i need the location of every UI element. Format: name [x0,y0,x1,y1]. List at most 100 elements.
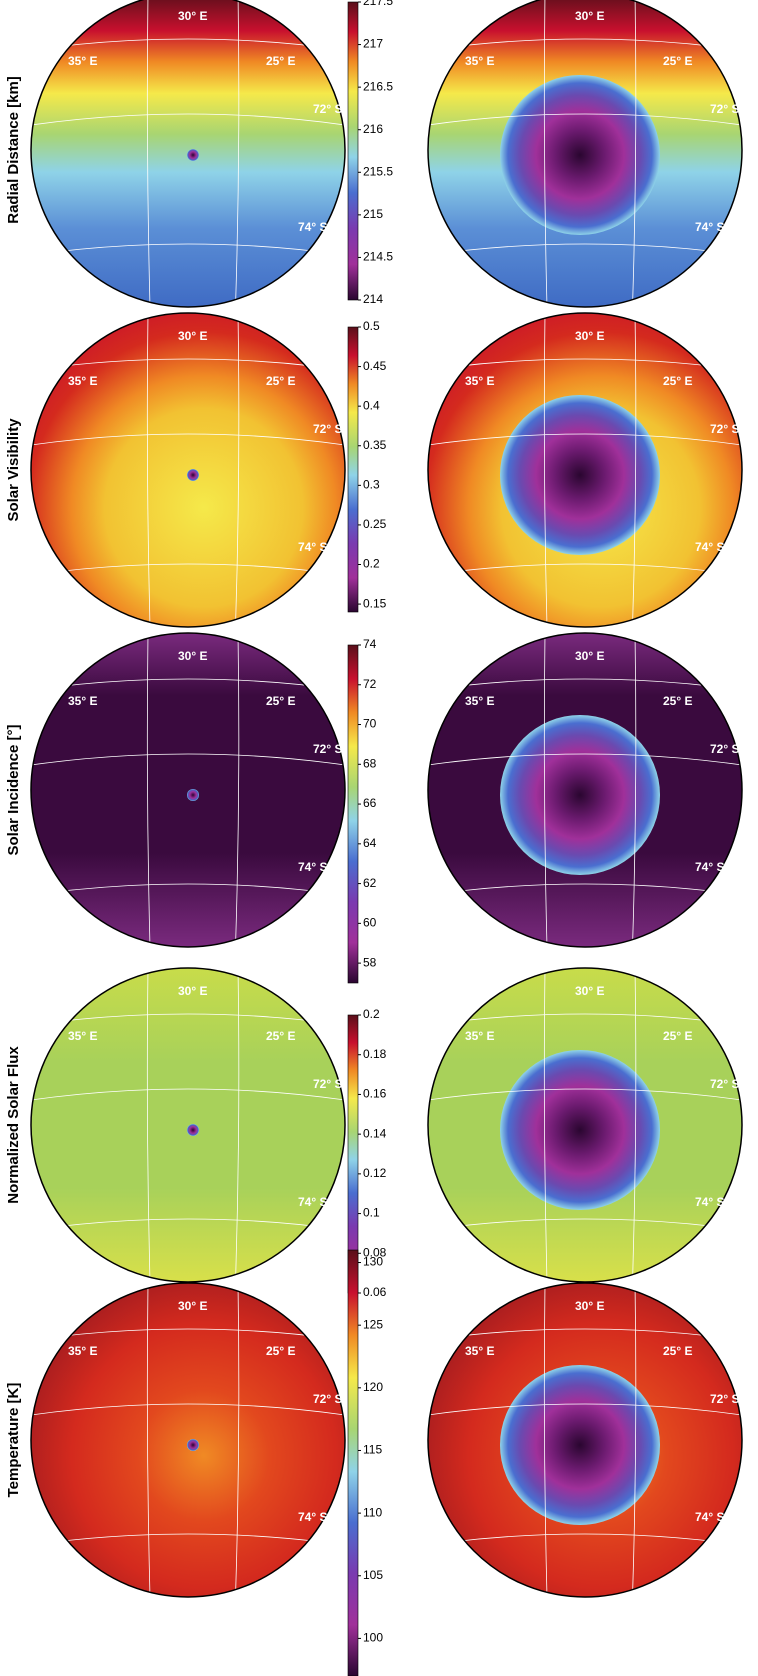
spot [187,1439,199,1451]
tick-label: 0.4 [363,398,380,412]
map-label: 30° E [575,1299,604,1313]
map-field [31,313,345,627]
tick-label: 0.45 [363,359,387,373]
map [428,968,742,1282]
map-label: 30° E [575,649,604,663]
row-label: Solar Incidence [°] [5,724,22,855]
tick-label: 68 [363,756,377,770]
tick-label: 217 [363,37,383,51]
figure: 30° E 35° E 25° E 72° S 74° S 30° E 35° E 25° E… [0,0,758,1676]
tick-label: 0.18 [363,1047,387,1061]
colorbar [348,645,358,983]
tick-label: 0.1 [363,1206,380,1220]
map-label: 30° E [178,984,207,998]
map-label: 30° E [178,9,207,23]
map [31,968,345,1282]
map-label: 72° S [313,422,342,436]
map-label: 30° E [575,984,604,998]
map-label: 35° E [465,694,494,708]
tick-label: 62 [363,876,377,890]
map-label: 25° E [266,1029,295,1043]
map [31,0,345,307]
map-label: 35° E [465,1029,494,1043]
tick-label: 120 [363,1380,383,1394]
tick-label: 115 [363,1443,382,1457]
tick-label: 0.14 [363,1126,387,1140]
spot [187,1124,199,1136]
spot [187,789,199,801]
map-label: 74° S [695,540,724,554]
map-label: 25° E [663,374,692,388]
map-label: 72° S [313,102,342,116]
tick-label: 216.5 [363,79,393,93]
map-label: 74° S [298,220,327,234]
tick-label: 70 [363,717,377,731]
map [428,0,742,307]
map-label: 74° S [298,1510,327,1524]
tick-label: 215 [363,207,383,221]
tick-label: 0.5 [363,319,380,333]
map-label: 74° S [298,860,327,874]
map-label: 74° S [298,540,327,554]
tick-label: 0.35 [363,438,387,452]
map-field [31,968,345,1282]
map-label: 30° E [575,329,604,343]
tick-label: 0.15 [363,596,387,610]
tick-label: 0.16 [363,1087,387,1101]
map-label: 72° S [710,102,739,116]
colorbar [348,327,358,612]
map-label: 72° S [313,742,342,756]
map-label: 74° S [298,1195,327,1209]
tick-label: 105 [363,1568,383,1582]
map-label: 25° E [266,374,295,388]
colorbar [348,1250,358,1676]
map-label: 30° E [575,9,604,23]
tick-label: 214.5 [363,250,393,264]
map [31,313,345,627]
map-label: 25° E [663,694,692,708]
tick-label: 215.5 [363,164,393,178]
tick-label: 0.12 [363,1166,387,1180]
row-label: Radial Distance [km] [5,76,22,224]
map-label: 25° E [266,1344,295,1358]
map-label: 35° E [68,374,97,388]
tick-label: 60 [363,916,377,930]
tick-label: 0.2 [363,1007,380,1021]
map-label: 74° S [695,1510,724,1524]
map-label: 72° S [710,1392,739,1406]
map-label: 35° E [68,1344,97,1358]
colorbar [348,2,358,300]
map-label: 25° E [266,694,295,708]
tick-label: 58 [363,955,377,969]
tick-label: 110 [363,1505,382,1519]
row-label: Temperature [K] [5,1383,22,1498]
map-label: 25° E [663,54,692,68]
tick-label: 130 [363,1255,383,1269]
tick-label: 66 [363,796,377,810]
map [428,633,742,947]
map-label: 30° E [178,649,207,663]
tick-label: 72 [363,677,377,691]
tick-label: 217.5 [363,0,393,8]
tick-label: 74 [363,637,377,651]
map-label: 72° S [313,1077,342,1091]
map-label: 35° E [465,54,494,68]
map-label: 25° E [266,54,295,68]
map-field [31,1283,345,1597]
spot [187,469,199,481]
tick-label: 125 [363,1317,383,1331]
map-label: 35° E [465,1344,494,1358]
map-label: 30° E [178,1299,207,1313]
map-label: 35° E [68,1029,97,1043]
map-label: 25° E [663,1029,692,1043]
map [31,1283,345,1597]
map-label: 35° E [68,54,97,68]
tick-label: 64 [363,836,377,850]
spot [187,149,199,161]
map [428,1283,742,1597]
map-label: 25° E [663,1344,692,1358]
tick-label: 0.2 [363,557,380,571]
tick-label: 216 [363,122,383,136]
map-label: 72° S [710,422,739,436]
tick-label: 214 [363,292,383,306]
